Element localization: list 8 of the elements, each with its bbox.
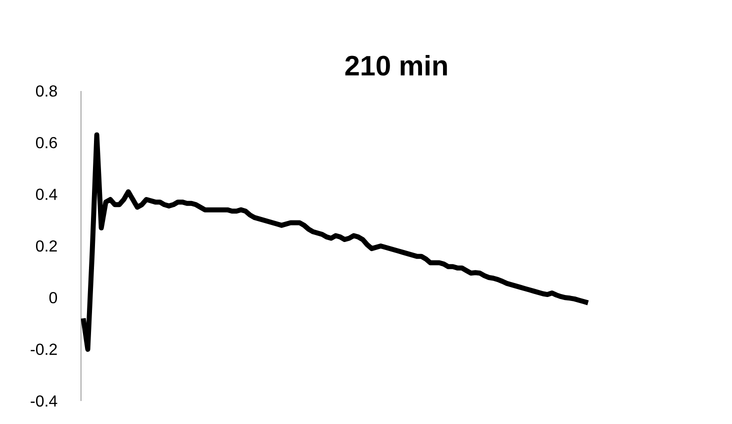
y-tick-label: 0 [49, 292, 58, 304]
y-tick-label: -0.2 [30, 344, 57, 355]
y-tick-label: 0.8 [36, 85, 57, 97]
y-tick-label: 0.4 [36, 188, 58, 200]
y-tick-label: -0.4 [30, 395, 58, 407]
chart-title: 210 min [345, 55, 447, 76]
y-tick-label: 0.6 [36, 136, 57, 148]
y-tick-label: 0.2 [36, 240, 57, 252]
